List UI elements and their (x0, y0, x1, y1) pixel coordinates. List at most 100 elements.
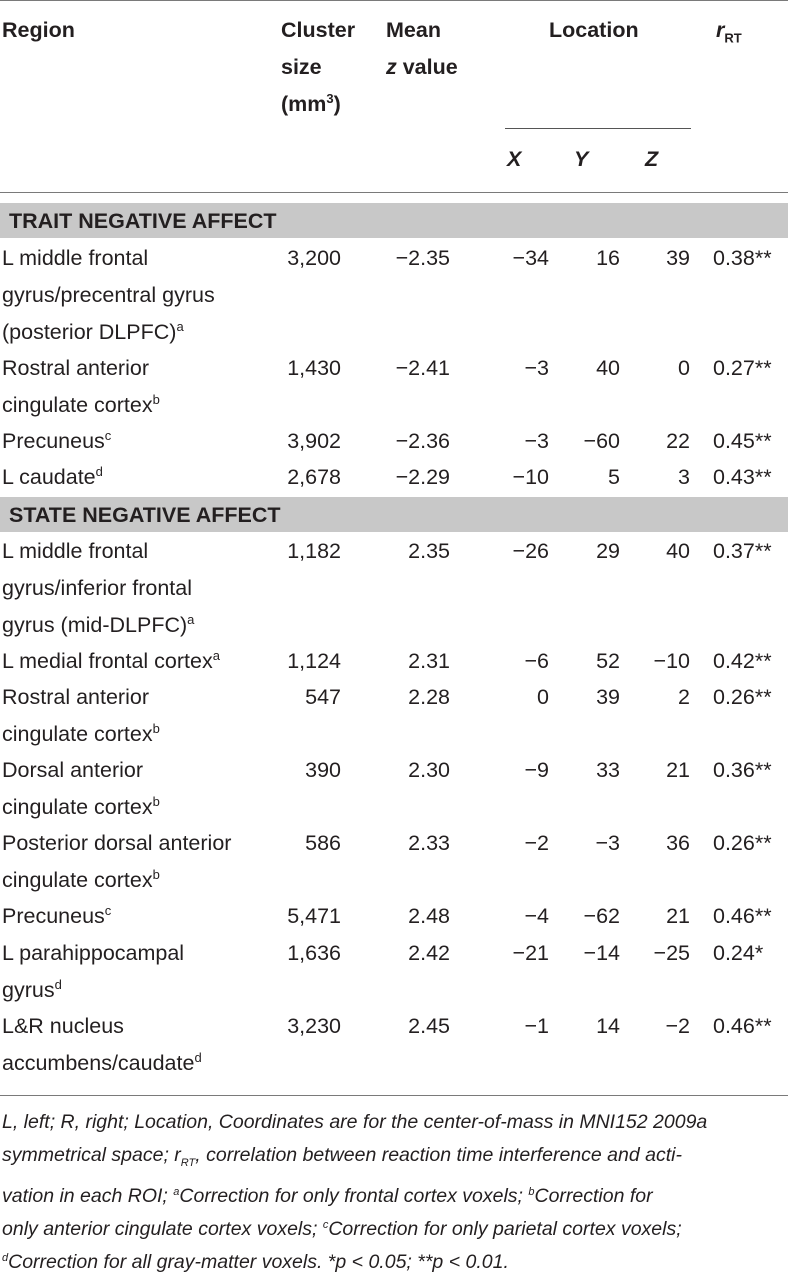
cluster-size: 2,678 (287, 465, 341, 489)
region-footnote-mark: a (176, 319, 184, 334)
coord-z: 21 (666, 758, 690, 782)
table-footnote: L, left; R, right; Location, Coordinates… (2, 1111, 708, 1273)
r-rt-value: 0.24* (713, 940, 764, 965)
region-line: cingulate cortex (2, 795, 153, 819)
region-line: gyrus (mid-DLPFC) (2, 613, 188, 637)
coord-x: −9 (524, 758, 549, 782)
region-line: Posterior dorsal anterior (2, 831, 232, 855)
header-cluster-size: Cluster size (mm3) (281, 18, 356, 116)
r-rt-value: 0.46** (713, 904, 772, 928)
region-footnote-mark: d (54, 976, 62, 992)
coord-x: −6 (524, 648, 549, 673)
coord-y: 16 (596, 246, 620, 270)
cluster-size: 547 (305, 685, 341, 709)
mean-z-value: 2.48 (408, 904, 450, 928)
region-line: Rostral anterior (2, 685, 149, 709)
region-line: cingulate cortex (2, 722, 153, 746)
region-footnote-mark: c (104, 903, 112, 918)
header-mean-z: Mean z value (386, 18, 458, 79)
region-name: Rostral anterior cingulate cortexb (2, 679, 160, 753)
coord-z: −2 (665, 1013, 690, 1038)
coord-z: 39 (666, 246, 690, 270)
coord-z: 21 (666, 904, 690, 928)
region-line: Rostral anterior (2, 355, 149, 380)
coord-z: 0 (678, 355, 690, 380)
cluster-size: 390 (305, 758, 341, 782)
header-z: Z (645, 147, 659, 171)
coord-x: −3 (524, 428, 549, 453)
region-line: accumbens/caudate (2, 1050, 195, 1075)
coord-x: −10 (512, 465, 549, 489)
region-footnote-mark: b (152, 391, 160, 407)
coord-x: −1 (524, 1013, 549, 1038)
mean-z-value: −2.41 (395, 355, 450, 380)
coord-y: −14 (583, 940, 620, 965)
coord-y: 52 (596, 648, 620, 673)
mean-z-value: −2.29 (395, 465, 450, 489)
header-bottom-rule (0, 192, 788, 193)
region-name: L medial frontal cortexa (2, 643, 220, 680)
mean-z-value: −2.35 (395, 246, 450, 270)
coord-y: 39 (596, 685, 620, 709)
coord-y: −62 (583, 904, 620, 928)
region-line: L middle frontal (2, 539, 149, 563)
r-rt-value: 0.26** (713, 685, 772, 709)
r-rt-value: 0.38** (713, 246, 772, 270)
table-bottom-rule (0, 1095, 788, 1096)
region-footnote-mark: a (212, 647, 220, 663)
region-line: L caudate (2, 465, 96, 489)
header-y: Y (574, 147, 589, 171)
region-name: L caudated (2, 459, 103, 496)
cluster-size: 1,430 (287, 355, 341, 380)
coord-x: −21 (512, 940, 549, 965)
region-line: gyrus/inferior frontal (2, 576, 192, 600)
region-line: cingulate cortex (2, 868, 153, 892)
coord-y: 33 (596, 758, 620, 782)
top-rule (0, 0, 788, 1)
section-title: TRAIT NEGATIVE AFFECT (9, 209, 277, 233)
cluster-size: 586 (305, 831, 341, 855)
coord-x: −4 (524, 904, 549, 928)
header-location: Location (549, 18, 639, 42)
mean-z-value: 2.28 (408, 685, 450, 709)
mean-z-value: 2.35 (408, 539, 450, 563)
coord-y: −3 (595, 831, 620, 855)
region-line: L middle frontal (2, 246, 149, 270)
region-footnote-mark: b (152, 867, 160, 882)
cluster-size: 1,124 (287, 648, 341, 673)
region-name: Precuneusc (2, 423, 111, 460)
section-title: STATE NEGATIVE AFFECT (9, 503, 281, 527)
mean-z-value: 2.42 (408, 940, 450, 965)
coord-y: −60 (583, 428, 620, 453)
r-rt-value: 0.45** (713, 428, 772, 453)
coord-y: 40 (596, 355, 620, 380)
cluster-size: 3,902 (287, 428, 341, 453)
region-line: Dorsal anterior (2, 758, 143, 782)
r-rt-value: 0.46** (713, 1013, 772, 1038)
mean-z-value: 2.33 (408, 831, 450, 855)
coord-z: −25 (653, 940, 690, 965)
region-footnote-mark: d (194, 1049, 202, 1065)
region-line: gyrus/precentral gyrus (2, 283, 215, 307)
r-rt-value: 0.27** (713, 355, 772, 380)
r-rt-value: 0.36** (713, 758, 772, 782)
region-line: L&R nucleus (2, 1013, 124, 1038)
coord-x: −2 (524, 831, 549, 855)
coord-x: −26 (512, 539, 549, 563)
coord-z: −10 (653, 648, 690, 673)
region-footnote-mark: c (104, 427, 112, 443)
coord-z: 36 (666, 831, 690, 855)
region-line: L parahippocampal (2, 940, 185, 965)
region-footnote-mark: b (152, 794, 160, 809)
coord-z: 22 (666, 428, 690, 453)
region-line: gyrus (2, 977, 55, 1002)
region-name: Dorsal anterior cingulate cortexb (2, 752, 160, 826)
r-rt-value: 0.42** (713, 648, 772, 673)
region-line: L medial frontal cortex (2, 648, 213, 673)
coord-y: 29 (596, 539, 620, 563)
mean-z-value: 2.30 (408, 758, 450, 782)
cluster-size: 1,182 (287, 539, 341, 563)
coord-z: 3 (678, 465, 690, 489)
region-line: (posterior DLPFC) (2, 320, 177, 344)
region-footnote-mark: d (95, 464, 103, 479)
